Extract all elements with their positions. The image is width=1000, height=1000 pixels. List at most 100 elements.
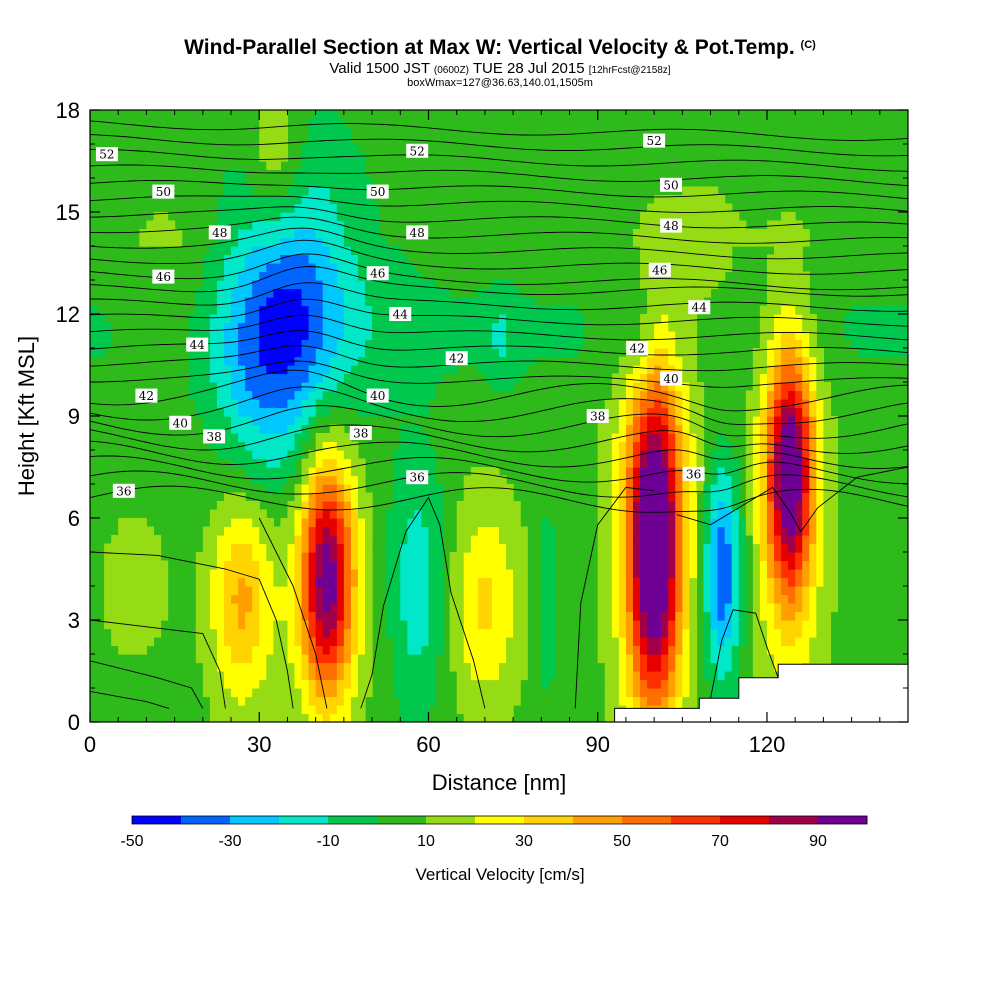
field-cell xyxy=(245,645,253,655)
field-cell xyxy=(463,654,472,664)
field-cell xyxy=(682,271,690,281)
field-cell xyxy=(280,356,289,366)
field-cell xyxy=(365,348,373,358)
field-cell xyxy=(668,543,676,553)
field-cell xyxy=(146,552,155,562)
field-cell xyxy=(414,390,423,400)
field-cell xyxy=(400,620,408,630)
field-cell xyxy=(696,390,705,400)
field-cell xyxy=(682,373,690,383)
field-cell xyxy=(132,552,140,562)
field-cell xyxy=(428,662,437,672)
field-cell xyxy=(724,492,733,502)
field-cell xyxy=(231,518,239,528)
field-cell xyxy=(238,382,246,392)
field-cell xyxy=(802,577,810,587)
field-cell xyxy=(668,390,676,400)
field-cell xyxy=(823,535,832,545)
field-cell xyxy=(477,543,486,553)
field-cell xyxy=(414,331,423,341)
field-cell xyxy=(273,424,281,434)
field-cell xyxy=(823,628,832,638)
field-cell xyxy=(654,577,662,587)
field-cell xyxy=(231,552,239,562)
field-cell xyxy=(111,543,119,553)
field-cell xyxy=(287,560,296,570)
field-cell xyxy=(668,458,676,468)
field-cell xyxy=(294,696,303,706)
field-cell xyxy=(174,229,183,239)
field-cell xyxy=(823,518,832,528)
field-cell xyxy=(809,373,817,383)
field-cell xyxy=(365,339,373,349)
field-cell xyxy=(541,662,549,672)
field-cell xyxy=(209,662,218,672)
field-cell xyxy=(830,416,839,426)
field-cell xyxy=(414,373,423,383)
field-cell xyxy=(774,543,782,553)
field-cell xyxy=(682,637,690,647)
field-cell xyxy=(407,688,415,698)
field-cell xyxy=(689,441,698,451)
field-cell xyxy=(407,543,415,553)
field-cell xyxy=(315,543,324,553)
field-cell xyxy=(350,297,359,307)
field-cell xyxy=(223,356,232,366)
field-cell xyxy=(195,407,204,417)
field-cell xyxy=(223,195,232,205)
field-cell xyxy=(541,560,549,570)
field-cell xyxy=(809,484,817,494)
field-cell xyxy=(675,467,683,477)
field-cell xyxy=(287,203,296,213)
field-cell xyxy=(428,569,437,579)
field-cell xyxy=(280,135,289,145)
field-cell xyxy=(703,501,712,511)
field-cell xyxy=(421,543,430,553)
field-cell xyxy=(386,407,394,417)
field-cell xyxy=(97,348,105,358)
field-cell xyxy=(372,373,380,383)
field-cell xyxy=(661,348,669,358)
field-cell xyxy=(484,577,493,587)
field-cell xyxy=(802,560,810,570)
field-cell xyxy=(675,586,683,596)
field-cell xyxy=(625,620,634,630)
field-cell xyxy=(640,535,648,545)
field-cell xyxy=(682,254,690,264)
field-cell xyxy=(139,620,148,630)
field-cell xyxy=(315,110,324,120)
field-cell xyxy=(703,577,712,587)
field-cell xyxy=(710,543,719,553)
field-cell xyxy=(202,382,211,392)
field-cell xyxy=(654,390,662,400)
field-cell xyxy=(597,492,606,502)
field-cell xyxy=(209,628,218,638)
field-cell xyxy=(738,552,747,562)
field-cell xyxy=(223,305,232,315)
field-cell xyxy=(322,144,331,154)
field-cell xyxy=(216,390,225,400)
field-cell xyxy=(541,654,549,664)
field-cell xyxy=(202,552,211,562)
field-cell xyxy=(350,305,359,315)
field-cell xyxy=(231,390,239,400)
field-cell xyxy=(336,271,345,281)
colorbar-tick-label: -50 xyxy=(120,833,143,850)
field-cell xyxy=(139,586,148,596)
field-cell xyxy=(372,314,380,324)
field-cell xyxy=(273,246,281,256)
field-cell xyxy=(308,161,317,171)
field-cell xyxy=(209,705,218,715)
field-cell xyxy=(329,271,338,281)
field-cell xyxy=(195,569,204,579)
field-cell xyxy=(322,288,331,298)
field-cell xyxy=(365,195,373,205)
field-cell xyxy=(414,654,423,664)
field-cell xyxy=(611,603,620,613)
field-cell xyxy=(238,229,246,239)
field-cell xyxy=(372,382,380,392)
field-cell xyxy=(640,322,648,332)
field-cell xyxy=(139,594,148,604)
field-cell xyxy=(654,416,662,426)
field-cell xyxy=(710,263,719,273)
